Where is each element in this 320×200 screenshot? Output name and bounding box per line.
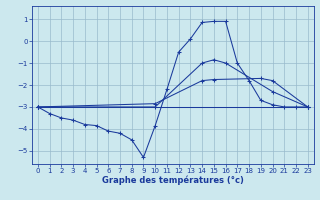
X-axis label: Graphe des températures (°c): Graphe des températures (°c) xyxy=(102,176,244,185)
